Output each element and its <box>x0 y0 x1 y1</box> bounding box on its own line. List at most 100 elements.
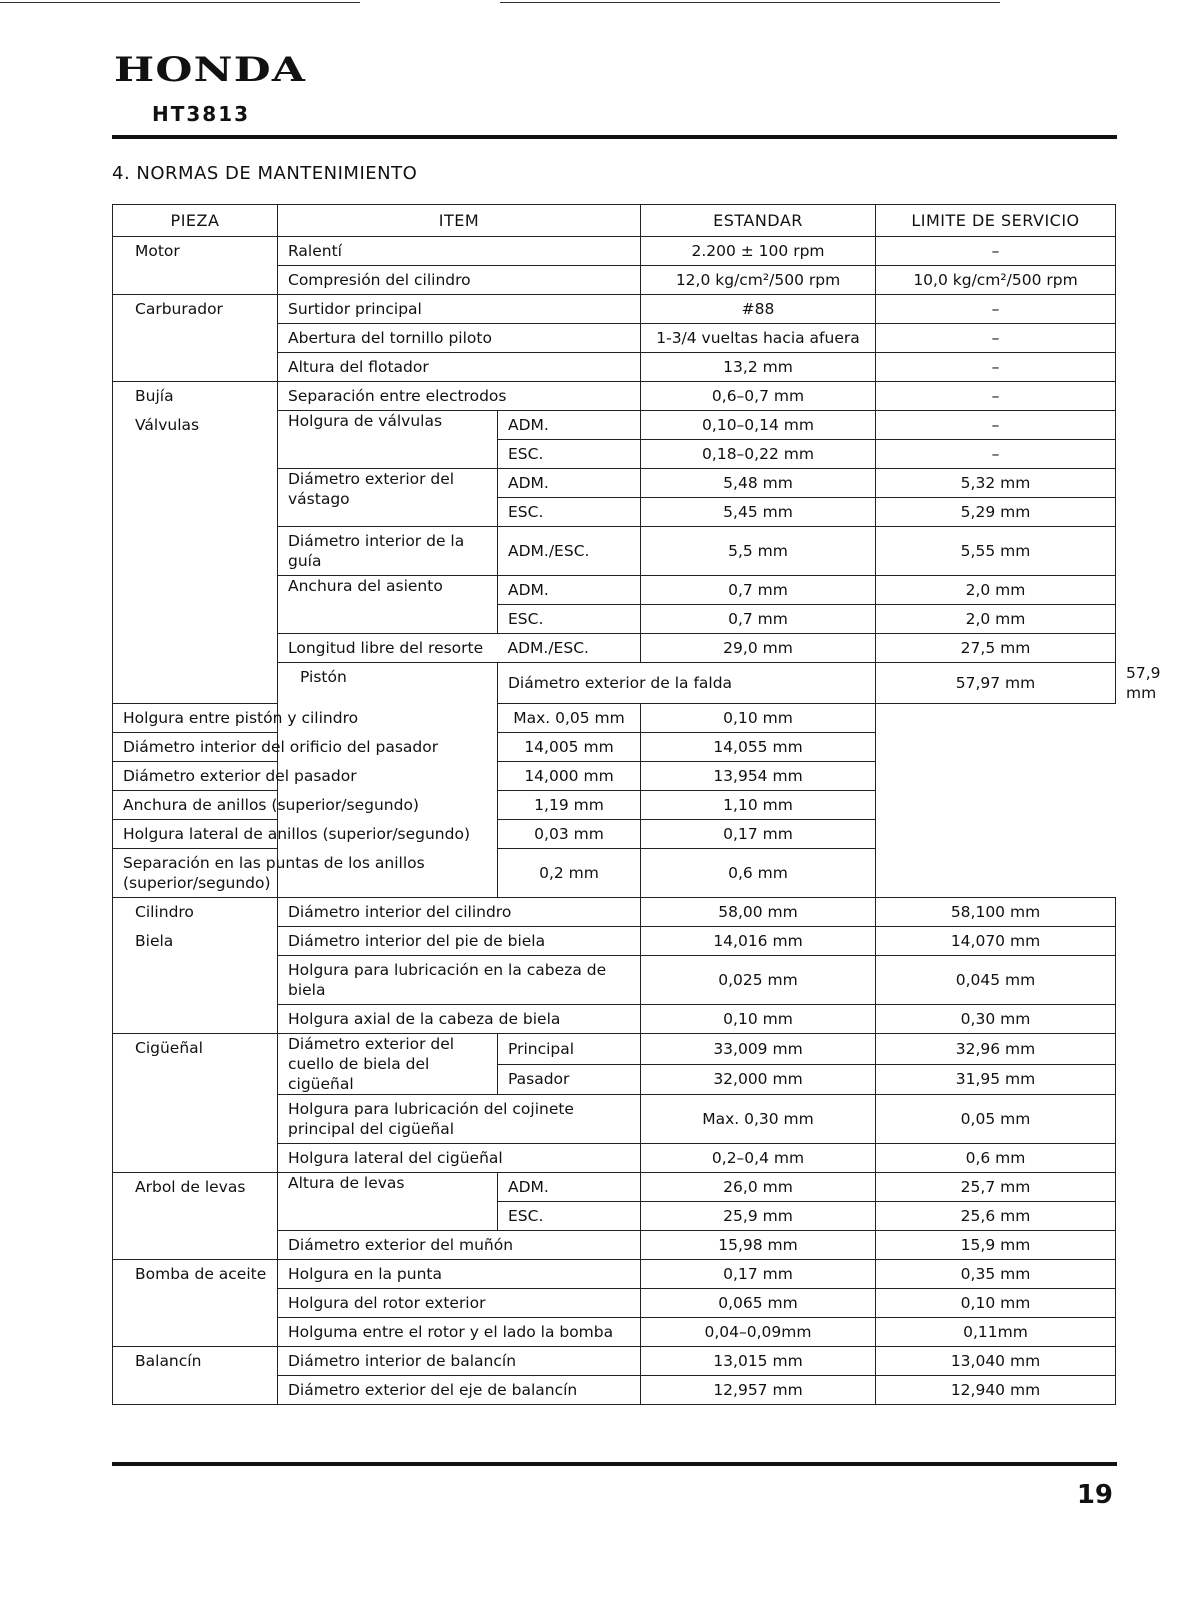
value-cell: 15,9 mm <box>875 1230 1116 1260</box>
table-row: Diámetro exterior del vástago ADM. 5,48 mm… <box>113 468 1116 527</box>
item-cell: Diámetro exterior del pasador <box>112 761 498 791</box>
table-row: Cilindro Diámetro interior del cilindro 58… <box>112 897 1116 927</box>
value-cell: – <box>875 439 1116 469</box>
value-cell: 0,7 mm <box>640 575 876 605</box>
value-cell: 0,10 mm <box>640 1004 876 1034</box>
item-cell: Anchura del asiento <box>277 575 498 634</box>
table-row: Diámetro exterior del muñón 15,98 mm 15,9 … <box>113 1230 1116 1260</box>
value-cell: 12,957 mm <box>640 1375 876 1405</box>
value-cell: 14,070 mm <box>875 926 1116 956</box>
item-cell: Separación entre electrodos <box>277 381 641 411</box>
table-row: Válvulas Holgura de válvulas ADM. 0,10–0,14… <box>112 410 1116 704</box>
model-number: HT3813 <box>152 102 251 126</box>
item-cell: ADM./ESC. <box>497 633 641 663</box>
value-cell: – <box>875 381 1116 411</box>
item-cell: ADM./ESC. <box>497 526 641 576</box>
value-cell: 32,000 mm <box>640 1063 876 1095</box>
item-cell: Diámetro exterior del cuello de biela de… <box>277 1033 498 1095</box>
column-header-estandar: ESTANDAR <box>640 204 876 237</box>
value-cell: 14,016 mm <box>640 926 876 956</box>
table-row: ESC. 0,7 mm 2,0 mm <box>113 604 1116 634</box>
value-cell: 2.200 ± 100 rpm <box>640 236 876 266</box>
value-cell: 14,000 mm <box>497 761 641 791</box>
table-row: Balancín Diámetro interior de balancín 13,… <box>112 1346 1116 1405</box>
value-cell: 0,7 mm <box>640 604 876 634</box>
item-cell: Diámetro interior del orificio del pasad… <box>112 732 498 762</box>
value-cell: 0,10 mm <box>875 1288 1116 1318</box>
table-row: Altura del flotador 13,2 mm – <box>113 352 1116 382</box>
item-cell: Holgura en la punta <box>277 1259 641 1289</box>
value-cell: 2,0 mm <box>875 575 1116 605</box>
item-cell: Anchura de anillos (superior/segundo) <box>112 790 498 820</box>
value-cell: 0,10–0,14 mm <box>640 410 876 440</box>
value-cell: 13,954 mm <box>640 761 876 791</box>
value-cell: 27,5 mm <box>875 633 1116 663</box>
value-cell: – <box>875 236 1116 266</box>
value-cell: – <box>875 323 1116 353</box>
table-row: Bujía Separación entre electrodos 0,6–0,7 … <box>112 381 1116 411</box>
value-cell: 0,17 mm <box>640 1259 876 1289</box>
item-cell: ADM. <box>497 1172 641 1202</box>
pieza-cell: Bujía <box>112 381 278 411</box>
value-cell: 14,005 mm <box>497 732 641 762</box>
value-cell: 13,2 mm <box>640 352 876 382</box>
item-cell: ESC. <box>497 1201 641 1231</box>
value-cell: 25,9 mm <box>640 1201 876 1231</box>
header-rule <box>112 135 1117 139</box>
column-header-limite: LIMITE DE SERVICIO <box>875 204 1116 237</box>
section-title: 4. NORMAS DE MANTENIMIENTO <box>112 163 418 184</box>
table-row: Holgura axial de la cabeza de biela 0,10 … <box>113 1004 1116 1034</box>
pieza-cell: Motor <box>112 236 278 295</box>
value-cell: 31,95 mm <box>875 1063 1116 1095</box>
item-cell: Diámetro exterior de la falda <box>497 662 876 704</box>
pieza-cell: Bomba de aceite <box>112 1259 278 1347</box>
pieza-cell: Cigüeñal <box>112 1033 278 1173</box>
item-cell: Holgura del rotor exterior <box>277 1288 641 1318</box>
table-row: Holgura para lubricación en la cabeza de… <box>113 955 1116 1005</box>
value-cell: 25,6 mm <box>875 1201 1116 1231</box>
item-cell: Abertura del tornillo piloto <box>277 323 641 353</box>
table-row: Bomba de aceite Holgura en la punta 0,17 m… <box>112 1259 1116 1347</box>
value-cell: 2,0 mm <box>875 604 1116 634</box>
item-cell: Diámetro exterior del muñón <box>277 1230 641 1260</box>
table-header-row: PIEZA ITEM ESTANDAR LIMITE DE SERVICIO <box>112 204 1116 237</box>
pieza-cell: Biela <box>112 926 278 1034</box>
table-row: Biela Diámetro interior del pie de biela 1… <box>112 926 1116 1034</box>
table-row: Holgura para lubricación del cojinete pr… <box>113 1094 1116 1144</box>
item-cell: Ralentí <box>277 236 641 266</box>
value-cell: 0,05 mm <box>875 1094 1116 1144</box>
value-cell: 12,940 mm <box>875 1375 1116 1405</box>
table-row: Anchura de anillos (superior/segundo) 1,1… <box>112 790 1116 820</box>
table-row: Holguma entre el rotor y el lado la bomb… <box>113 1317 1116 1347</box>
value-cell: 0,6 mm <box>640 848 876 898</box>
value-cell: 0,045 mm <box>875 955 1116 1005</box>
value-cell: 0,10 mm <box>640 703 876 733</box>
table-row: Cigüeñal Diámetro exterior del cuello de … <box>112 1033 1116 1173</box>
value-cell: 0,17 mm <box>640 819 876 849</box>
value-cell: 0,025 mm <box>640 955 876 1005</box>
scan-edge-line <box>0 2 360 3</box>
page-number: 19 <box>1076 1480 1113 1510</box>
item-cell: ESC. <box>497 497 641 527</box>
honda-logo: HONDA <box>114 50 307 90</box>
item-cell: Diámetro interior de balancín <box>277 1346 641 1376</box>
item-cell: Principal <box>497 1033 641 1065</box>
table-row: Carburador Surtidor principal #88– <box>112 294 1116 382</box>
table-row: Separación en las puntas de los anillos … <box>112 848 1116 898</box>
pieza-cell: Arbol de levas <box>112 1172 278 1260</box>
item-cell: ADM. <box>497 410 641 440</box>
pieza-cell: Válvulas <box>112 410 278 704</box>
column-header-item: ITEM <box>277 204 641 237</box>
value-cell: 29,0 mm <box>640 633 876 663</box>
value-cell: 1,19 mm <box>497 790 641 820</box>
item-cell: Holgura lateral del cigüeñal <box>277 1143 641 1173</box>
item-cell: Diámetro interior del cilindro <box>277 897 641 927</box>
value-cell: 0,03 mm <box>497 819 641 849</box>
table-row: Diámetro exterior del eje de balancín 12,… <box>113 1375 1116 1405</box>
table-row: Compresión del cilindro 12,0 kg/cm²/500 r… <box>113 265 1116 295</box>
value-cell: 0,35 mm <box>875 1259 1116 1289</box>
table-row: ESC. 5,45 mm 5,29 mm <box>113 497 1116 527</box>
value-cell: Max. 0,05 mm <box>497 703 641 733</box>
item-cell: ADM. <box>497 468 641 498</box>
table-row: Holgura del rotor exterior 0,065 mm 0,10 m… <box>113 1288 1116 1318</box>
